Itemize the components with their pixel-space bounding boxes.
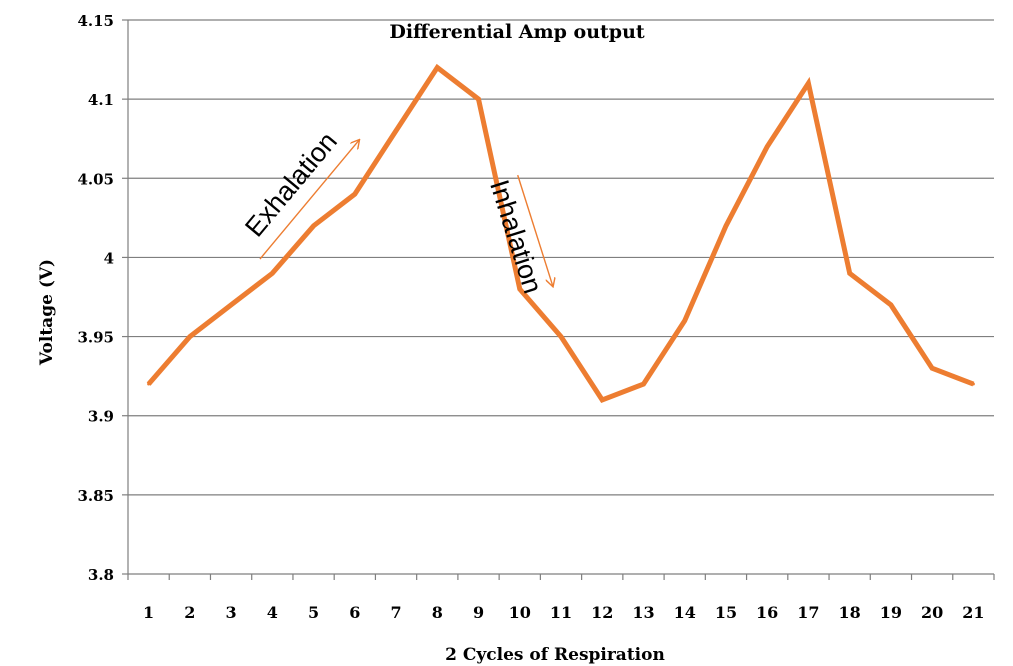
x-tick-label: 7 [390, 603, 401, 622]
x-tick-label: 20 [921, 603, 943, 622]
y-tick-label: 4 [104, 249, 114, 267]
data-point [600, 398, 604, 402]
y-tick-label: 4.15 [77, 12, 114, 30]
series-line-path [146, 63, 975, 403]
data-point [683, 319, 687, 323]
x-tick-label: 8 [432, 603, 443, 622]
y-axis-label: Voltage (V) [37, 259, 57, 366]
y-tick-label: 3.9 [88, 408, 114, 426]
data-point [435, 65, 439, 69]
data-point [518, 287, 522, 291]
data-point [312, 224, 316, 228]
y-tick-label: 3.95 [77, 329, 114, 347]
y-tick-label: 3.8 [88, 566, 114, 584]
x-tick-label: 18 [839, 603, 861, 622]
data-point [353, 192, 357, 196]
data-point [559, 335, 563, 339]
data-point [889, 303, 893, 307]
x-tick-label: 2 [184, 603, 195, 622]
x-tick-label: 9 [473, 603, 484, 622]
data-point [270, 271, 274, 275]
data-point [147, 382, 151, 386]
x-tick-label: 21 [962, 603, 984, 622]
annotation-label: Inhalation [484, 176, 548, 297]
data-point [765, 145, 769, 149]
data-point [724, 224, 728, 228]
data-point [477, 97, 481, 101]
x-tick-label: 12 [591, 603, 613, 622]
data-point [641, 382, 645, 386]
x-tick-label: 15 [715, 603, 737, 622]
annotations: Exhalation Inhalation [239, 126, 553, 297]
series-line [146, 63, 975, 403]
data-point [971, 382, 975, 386]
x-axis-label: 2 Cycles of Respiration [445, 645, 665, 665]
data-point [930, 366, 934, 370]
annotation-label: Exhalation [239, 126, 343, 242]
x-tick-label: 10 [509, 603, 531, 622]
x-tick-label: 19 [880, 603, 902, 622]
x-tick-label: 11 [550, 603, 572, 622]
annotation-arrow [517, 174, 553, 286]
data-point [229, 303, 233, 307]
x-tick-label: 13 [632, 603, 654, 622]
x-tick-label: 6 [349, 603, 360, 622]
data-point [188, 335, 192, 339]
x-tick-label: 1 [143, 603, 154, 622]
y-tick-label: 4.05 [77, 170, 114, 188]
y-tick-label: 4.1 [88, 91, 114, 109]
x-tick-label: 14 [674, 603, 696, 622]
x-tick-label: 4 [267, 603, 278, 622]
chart-title: Differential Amp output [389, 21, 645, 43]
axes [122, 19, 995, 580]
data-point [394, 129, 398, 133]
x-tick-label: 5 [308, 603, 319, 622]
y-tick-label: 3.85 [77, 487, 114, 505]
x-tick-label: 3 [226, 603, 237, 622]
x-tick-labels: 1 2 3 4 5 6 7 8 9 10 11 12 13 14 15 16 17 18 19 20 21 [143, 603, 984, 622]
data-point [848, 271, 852, 275]
x-tick-label: 16 [756, 603, 778, 622]
y-tick-labels: 3.8 3.85 3.9 3.95 4 4.05 4.1 4.15 [77, 12, 114, 584]
x-tick-label: 17 [797, 603, 819, 622]
annotation-arrow [259, 140, 359, 260]
data-point [806, 81, 810, 85]
gridlines [128, 19, 994, 496]
